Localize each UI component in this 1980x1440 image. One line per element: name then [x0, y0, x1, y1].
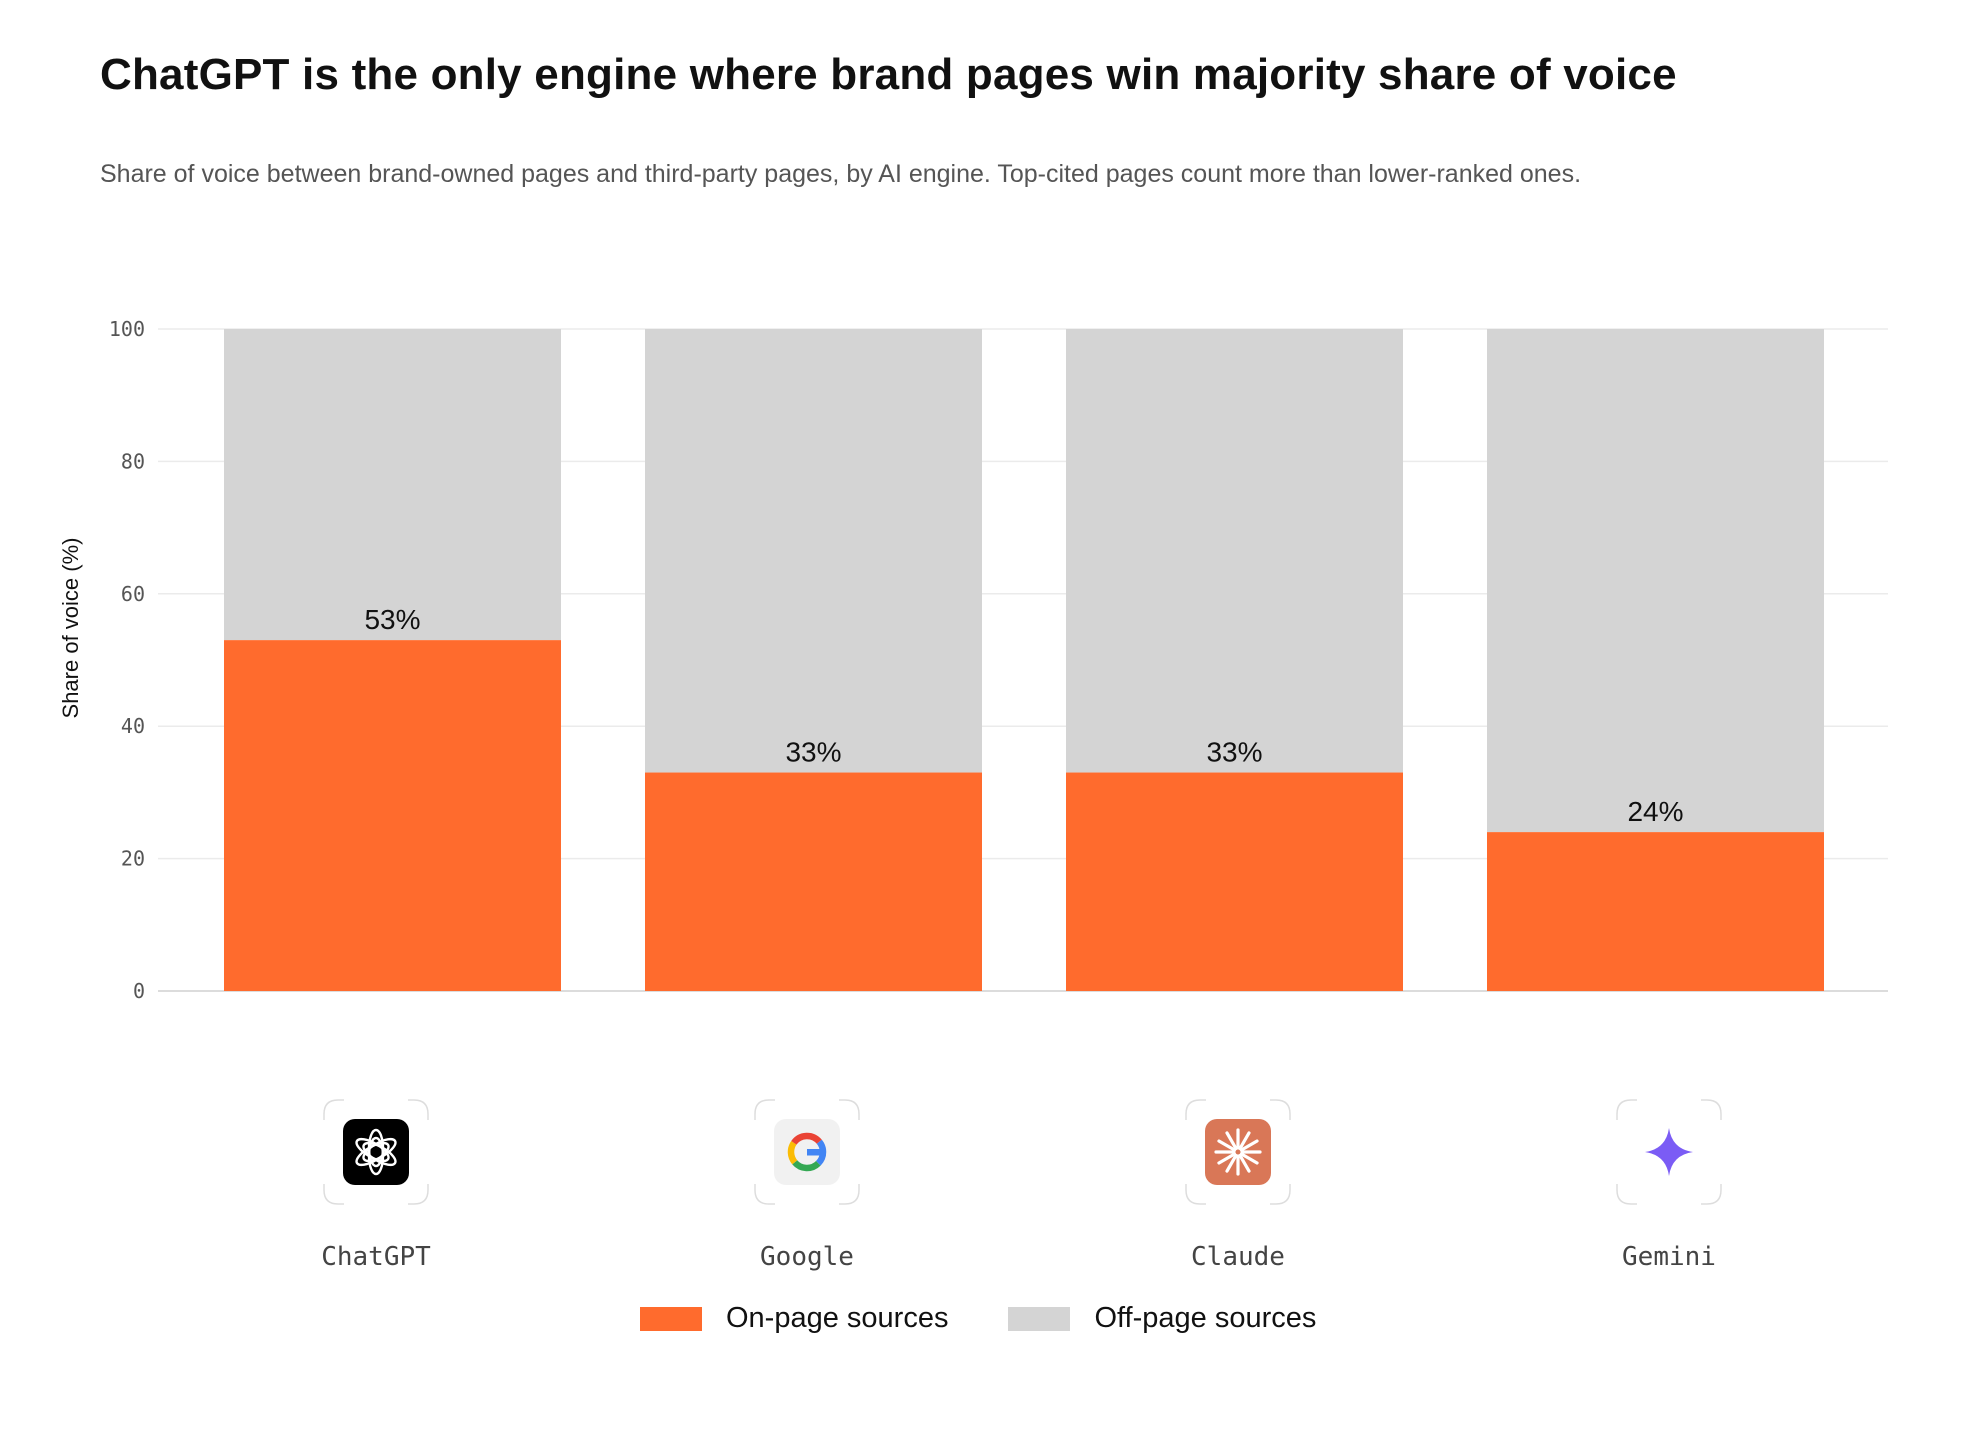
engine-label-chatgpt: ChatGPT — [321, 1242, 431, 1272]
engine-icons: ChatGPT Google Claude Gemini — [321, 1099, 1722, 1272]
data-label-claude: 33% — [1206, 737, 1262, 768]
engine-label-claude: Claude — [1191, 1242, 1285, 1272]
bar-on-page-google — [645, 772, 982, 991]
bar-off-page-chatgpt — [224, 329, 561, 641]
google-icon-arc — [792, 1159, 821, 1172]
claude-icon-bg — [1205, 1119, 1271, 1185]
icon-frame-corner — [1270, 1184, 1291, 1205]
bar-on-page-gemini — [1487, 832, 1824, 991]
icon-frame-corner — [754, 1184, 775, 1205]
chatgpt-logo-icon — [323, 1099, 429, 1205]
gemini-icon-star — [1645, 1128, 1693, 1176]
icon-frame-corner — [839, 1184, 860, 1205]
y-tick-label: 80 — [121, 449, 145, 473]
google-icon-arc — [787, 1140, 798, 1165]
legend-swatch-off-page — [1008, 1306, 1071, 1331]
y-axis-label: Share of voice (%) — [58, 538, 83, 719]
y-tick-label: 40 — [121, 714, 145, 738]
icon-frame-corner — [1270, 1099, 1291, 1120]
bars — [224, 329, 1824, 991]
icon-frame-corner — [1701, 1184, 1722, 1205]
legend: On-page sources Off-page sources — [640, 1302, 1316, 1335]
bar-on-page-chatgpt — [224, 640, 561, 991]
icon-frame-corner — [754, 1099, 775, 1120]
icon-frame-corner — [1616, 1099, 1637, 1120]
y-tick-label: 0 — [133, 979, 145, 1003]
data-label-chatgpt: 53% — [364, 604, 420, 635]
icon-frame-corner — [1616, 1184, 1637, 1205]
claude-icon-ray — [1239, 1152, 1259, 1165]
icon-frame-corner — [323, 1099, 344, 1120]
icon-frame-corner — [1701, 1099, 1722, 1120]
legend-swatch-on-page — [640, 1306, 702, 1331]
claude-icon-ray — [1239, 1139, 1259, 1152]
claude-logo-icon — [1185, 1099, 1291, 1205]
claude-icon-ray — [1225, 1153, 1238, 1173]
icon-frame-corner — [408, 1184, 429, 1205]
icon-frame-corner — [839, 1099, 860, 1120]
legend-item-off-page: Off-page sources — [1008, 1302, 1316, 1335]
icon-frame-corner — [408, 1099, 429, 1120]
y-tick-label: 20 — [121, 847, 145, 871]
claude-icon-ray — [1217, 1139, 1237, 1152]
chart-title: ChatGPT is the only engine where brand p… — [100, 50, 1677, 99]
icon-frame-corner — [323, 1184, 344, 1205]
bar-on-page-claude — [1066, 772, 1403, 991]
bar-off-page-google — [645, 329, 982, 773]
legend-label-on-page: On-page sources — [726, 1302, 949, 1334]
google-icon-bar — [807, 1149, 826, 1156]
claude-icon-ray — [1225, 1131, 1238, 1151]
claude-icon-ray — [1217, 1152, 1237, 1165]
legend-label-off-page: Off-page sources — [1094, 1302, 1317, 1334]
data-label-google: 33% — [785, 737, 841, 768]
google-icon-arc — [791, 1132, 822, 1145]
gemini-logo-icon — [1616, 1099, 1722, 1205]
y-tick-label: 100 — [109, 317, 145, 341]
bar-off-page-claude — [1066, 329, 1403, 773]
icon-frame-corner — [1185, 1184, 1206, 1205]
chart-subtitle: Share of voice between brand-owned pages… — [100, 160, 1582, 188]
data-label-gemini: 24% — [1627, 796, 1683, 827]
icon-frame-corner — [1185, 1099, 1206, 1120]
google-logo-icon — [754, 1099, 860, 1205]
bar-off-page-gemini — [1487, 329, 1824, 833]
engine-label-gemini: Gemini — [1622, 1242, 1716, 1272]
data-labels: 53% 33% 33% 24% — [364, 604, 1683, 827]
claude-icon-ray — [1238, 1153, 1251, 1173]
legend-item-on-page: On-page sources — [640, 1302, 948, 1335]
engine-label-google: Google — [760, 1242, 854, 1272]
chatgpt-icon-bg — [343, 1119, 409, 1185]
y-tick-label: 60 — [121, 582, 145, 606]
claude-icon-ray — [1238, 1131, 1251, 1151]
chatgpt-icon-petal — [355, 1137, 390, 1163]
